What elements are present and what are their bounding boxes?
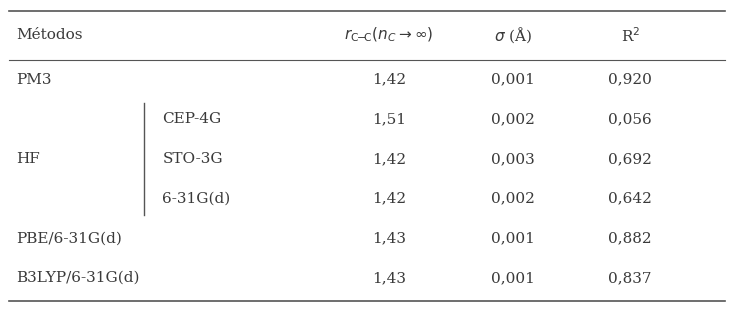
Text: 1,42: 1,42 [372,192,406,206]
Text: PM3: PM3 [16,73,51,86]
Text: 0,003: 0,003 [491,152,535,166]
Text: Métodos: Métodos [16,28,82,42]
Text: STO-3G: STO-3G [162,152,223,166]
Text: $\sigma$ (Å): $\sigma$ (Å) [494,25,532,45]
Text: 0,920: 0,920 [608,73,653,86]
Text: 6-31G(d): 6-31G(d) [162,192,230,206]
Text: R$^2$: R$^2$ [620,26,640,45]
Text: 1,43: 1,43 [372,232,406,245]
Text: 0,642: 0,642 [608,192,653,206]
Text: CEP-4G: CEP-4G [162,112,222,126]
Text: 0,692: 0,692 [608,152,653,166]
Text: 0,001: 0,001 [491,271,535,285]
Text: 0,002: 0,002 [491,112,535,126]
Text: 0,056: 0,056 [608,112,652,126]
Text: 0,882: 0,882 [608,232,652,245]
Text: B3LYP/6-31G(d): B3LYP/6-31G(d) [16,271,139,285]
Text: 1,42: 1,42 [372,73,406,86]
Text: 1,42: 1,42 [372,152,406,166]
Text: 0,001: 0,001 [491,232,535,245]
Text: 0,002: 0,002 [491,192,535,206]
Text: HF: HF [16,152,40,166]
Text: 0,837: 0,837 [608,271,652,285]
Text: 1,43: 1,43 [372,271,406,285]
Text: 0,001: 0,001 [491,73,535,86]
Text: PBE/6-31G(d): PBE/6-31G(d) [16,232,122,245]
Text: 1,51: 1,51 [372,112,406,126]
Text: $r_\mathrm{C\!\!-\!\!C}$$(n_C \rightarrow \infty)$: $r_\mathrm{C\!\!-\!\!C}$$(n_C \rightarro… [344,26,434,45]
